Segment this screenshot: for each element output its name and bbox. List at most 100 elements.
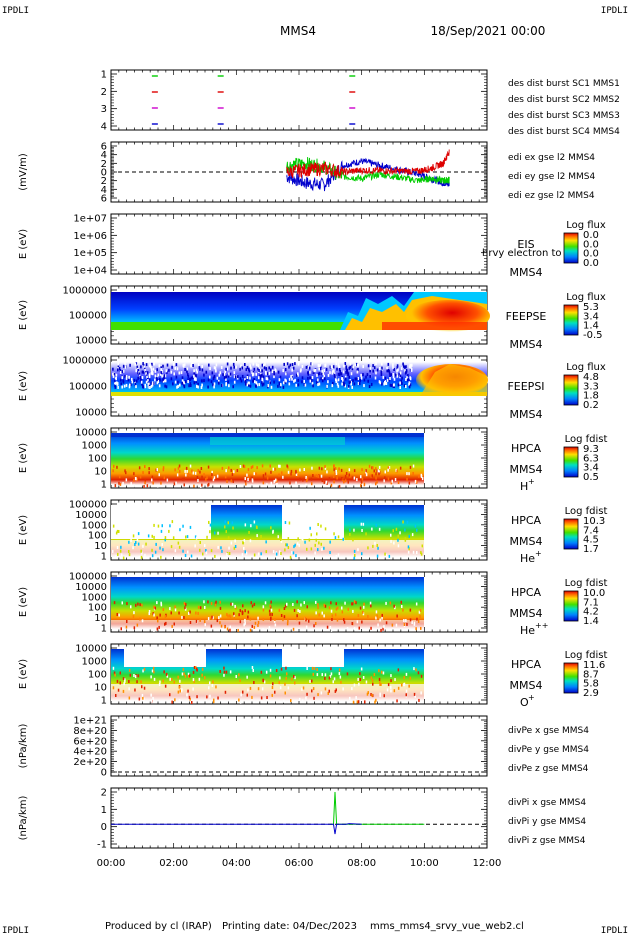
- hpca-speck: [383, 479, 385, 483]
- hpca-speck: [374, 700, 376, 704]
- hpca-speck: [144, 553, 146, 557]
- feepsi-speck: [123, 384, 126, 388]
- hpca-speck: [310, 477, 313, 481]
- hpca-speck: [362, 522, 365, 526]
- feepsi-speck: [153, 382, 155, 386]
- hpca-speck: [171, 530, 173, 534]
- feepsi-speck: [265, 367, 268, 371]
- hpca-speck: [143, 485, 145, 488]
- hpca-speck: [375, 616, 377, 620]
- hpca-speck: [168, 529, 170, 533]
- feepsi-speck: [128, 385, 131, 389]
- hpca-speck: [400, 600, 402, 604]
- instrument-label: HPCA: [511, 586, 542, 599]
- y-tick-label: 10000: [75, 336, 107, 347]
- hpca-speck: [239, 609, 241, 613]
- feepsi-speck: [184, 368, 186, 371]
- y-tick-label: 1: [101, 70, 107, 81]
- feepsi-speck: [151, 362, 153, 366]
- hpca-speck: [294, 676, 296, 680]
- hpca-speck: [276, 479, 278, 483]
- hpca-speck: [324, 676, 326, 680]
- hpca-speck: [159, 613, 161, 617]
- hpca-speck: [375, 482, 377, 486]
- hpca-speck: [193, 666, 196, 669]
- feepsi-speck: [227, 374, 230, 378]
- species-charge-label: ++: [535, 621, 548, 630]
- hpca-speck: [185, 466, 188, 470]
- hpca-speck: [201, 533, 204, 537]
- hpca-speck: [151, 548, 153, 552]
- hpca-speck: [136, 623, 139, 627]
- hpca-speck: [355, 601, 357, 605]
- hpca-speck: [367, 546, 369, 550]
- hpca-speck: [200, 467, 203, 470]
- hpca-speck: [372, 682, 374, 686]
- hpca-speck: [225, 469, 227, 473]
- feepsi-speck: [183, 381, 186, 385]
- feepsi-speck: [333, 369, 335, 373]
- legend-entry: edi ey gse l2 MMS4: [508, 172, 595, 182]
- hpca-speck: [251, 624, 253, 628]
- hpca-speck: [138, 555, 141, 559]
- hpca-speck: [251, 465, 254, 469]
- hpca-speck: [143, 667, 146, 671]
- feepsi-speck: [246, 366, 249, 370]
- hpca-speck: [120, 553, 123, 557]
- feepsi-speck: [374, 376, 377, 380]
- hpca-speck: [257, 552, 260, 556]
- feepsi-speck: [139, 375, 141, 379]
- feepsi-speck: [308, 366, 311, 370]
- feepsi-speck: [330, 365, 333, 368]
- hpca-speck: [174, 468, 176, 472]
- hpca-speck: [390, 533, 392, 537]
- feepsi-speck: [294, 362, 296, 366]
- hpca-speck: [133, 674, 135, 677]
- feepsi-speck: [369, 374, 371, 378]
- hpca-speck: [324, 604, 327, 608]
- hpca-speck: [380, 628, 382, 632]
- hpca-speck: [279, 550, 281, 554]
- feepsi-speck: [145, 372, 147, 376]
- hpca-speck: [302, 478, 304, 482]
- feepsi-speck: [381, 382, 383, 386]
- hpca-speck: [323, 546, 325, 550]
- feepsi-speck: [248, 367, 250, 371]
- hpca-speck: [295, 481, 297, 485]
- feepsi-speck: [162, 377, 164, 381]
- hpca-speck: [164, 684, 167, 688]
- hpca-speck: [272, 529, 274, 533]
- hpca-speck: [128, 668, 131, 672]
- feepsi-speck: [233, 380, 236, 384]
- hpca-speck: [321, 467, 323, 471]
- feepsi-speck: [318, 364, 321, 368]
- hpca-speck: [124, 679, 126, 683]
- hpca-speck: [351, 622, 353, 625]
- hpca-speck: [376, 614, 378, 618]
- hpca-speck: [305, 696, 307, 700]
- hpca-speck: [119, 482, 122, 486]
- hpca-speck: [349, 696, 351, 700]
- hpca-speck: [371, 678, 374, 682]
- y-tick-label: 2: [101, 159, 107, 170]
- panel-frame-divpi: [110, 787, 488, 849]
- feepsi-speck: [342, 381, 345, 385]
- hpca-speck: [260, 696, 263, 700]
- feepsi-speck: [316, 380, 318, 384]
- hpca-speck: [249, 539, 252, 543]
- hpca-speck: [298, 621, 301, 625]
- hpca-speck: [296, 600, 298, 604]
- hpca-speck: [242, 541, 244, 545]
- hpca-speck: [125, 471, 127, 475]
- feepsi-speck: [145, 380, 148, 384]
- hpca-speck: [315, 538, 317, 542]
- hpca-speck: [128, 553, 131, 557]
- hpca-speck: [175, 556, 178, 559]
- y-tick-label: 100000: [69, 572, 107, 583]
- hpca-speck: [326, 625, 329, 629]
- hpca-speck: [126, 602, 128, 606]
- hpca-speck: [386, 688, 389, 692]
- feepsi-speck: [265, 370, 267, 374]
- hpca-speck: [190, 554, 193, 558]
